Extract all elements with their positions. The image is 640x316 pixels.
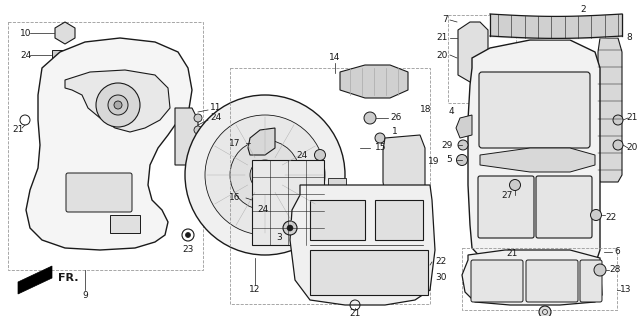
Text: 27: 27 bbox=[501, 191, 513, 199]
Text: 5: 5 bbox=[446, 155, 452, 165]
Circle shape bbox=[114, 101, 122, 109]
Text: 19: 19 bbox=[428, 157, 440, 167]
Circle shape bbox=[375, 133, 385, 143]
Bar bbox=[328, 178, 346, 188]
Bar bbox=[110, 215, 140, 233]
Circle shape bbox=[509, 179, 520, 191]
Circle shape bbox=[539, 306, 551, 316]
Polygon shape bbox=[26, 38, 192, 250]
Circle shape bbox=[287, 225, 293, 231]
FancyBboxPatch shape bbox=[478, 176, 534, 238]
Circle shape bbox=[185, 95, 345, 255]
Text: 8: 8 bbox=[626, 33, 632, 42]
Text: 12: 12 bbox=[250, 285, 260, 295]
Circle shape bbox=[314, 149, 326, 161]
Circle shape bbox=[205, 115, 325, 235]
Polygon shape bbox=[383, 135, 425, 195]
Text: 24: 24 bbox=[20, 51, 31, 59]
Circle shape bbox=[591, 210, 602, 221]
Bar bbox=[462, 248, 617, 310]
Polygon shape bbox=[598, 38, 622, 182]
Bar bbox=[328, 212, 346, 222]
FancyBboxPatch shape bbox=[66, 173, 132, 212]
Text: 14: 14 bbox=[330, 53, 340, 63]
Text: 11: 11 bbox=[210, 102, 221, 112]
Text: 13: 13 bbox=[620, 285, 632, 295]
Polygon shape bbox=[55, 22, 75, 44]
Circle shape bbox=[108, 95, 128, 115]
Text: 29: 29 bbox=[442, 141, 453, 149]
Text: 24: 24 bbox=[297, 150, 308, 160]
Text: 10: 10 bbox=[20, 28, 31, 38]
Circle shape bbox=[613, 115, 623, 125]
FancyBboxPatch shape bbox=[479, 72, 590, 148]
FancyBboxPatch shape bbox=[536, 176, 592, 238]
Circle shape bbox=[613, 140, 623, 150]
Text: 3: 3 bbox=[276, 234, 282, 242]
Text: 21: 21 bbox=[436, 33, 448, 42]
Text: 20: 20 bbox=[626, 143, 637, 153]
Circle shape bbox=[96, 83, 140, 127]
Text: 7: 7 bbox=[442, 15, 448, 25]
Text: 21: 21 bbox=[506, 248, 518, 258]
Text: 21: 21 bbox=[626, 113, 637, 123]
Bar bbox=[252, 160, 324, 245]
Circle shape bbox=[194, 126, 202, 134]
Polygon shape bbox=[65, 70, 170, 132]
FancyBboxPatch shape bbox=[471, 260, 523, 302]
Text: 2: 2 bbox=[580, 5, 586, 15]
Bar bbox=[448, 15, 516, 103]
Polygon shape bbox=[456, 115, 472, 138]
Circle shape bbox=[194, 114, 202, 122]
Polygon shape bbox=[480, 148, 595, 172]
Text: 15: 15 bbox=[375, 143, 387, 153]
Bar bbox=[310, 250, 428, 295]
Text: 17: 17 bbox=[228, 138, 240, 148]
Text: 30: 30 bbox=[435, 274, 447, 283]
Text: FR.: FR. bbox=[58, 273, 79, 283]
Text: 20: 20 bbox=[436, 51, 448, 59]
Text: 22: 22 bbox=[605, 214, 616, 222]
Bar bbox=[375, 200, 423, 240]
Text: 24: 24 bbox=[257, 205, 268, 215]
Text: 6: 6 bbox=[614, 247, 620, 257]
Circle shape bbox=[456, 155, 467, 166]
Text: 16: 16 bbox=[228, 193, 240, 203]
Text: 24: 24 bbox=[210, 113, 221, 123]
Polygon shape bbox=[468, 40, 600, 275]
Bar bbox=[8, 22, 203, 270]
Circle shape bbox=[186, 233, 191, 238]
Text: 21: 21 bbox=[12, 125, 24, 135]
Text: 1: 1 bbox=[392, 127, 397, 137]
Text: 9: 9 bbox=[82, 290, 88, 300]
Text: 23: 23 bbox=[182, 246, 194, 254]
Circle shape bbox=[194, 151, 202, 159]
Circle shape bbox=[458, 140, 468, 150]
Text: 28: 28 bbox=[609, 265, 620, 275]
Bar bbox=[52, 50, 64, 59]
Polygon shape bbox=[290, 185, 435, 305]
Text: 26: 26 bbox=[390, 113, 401, 123]
Polygon shape bbox=[248, 128, 275, 155]
Text: 4: 4 bbox=[449, 107, 454, 117]
Circle shape bbox=[194, 138, 202, 146]
Text: 21: 21 bbox=[349, 308, 361, 316]
Polygon shape bbox=[462, 250, 602, 305]
Bar bbox=[230, 68, 430, 304]
Circle shape bbox=[230, 140, 300, 210]
Polygon shape bbox=[175, 108, 198, 165]
FancyBboxPatch shape bbox=[526, 260, 578, 302]
Text: 22: 22 bbox=[435, 258, 446, 266]
Polygon shape bbox=[340, 65, 408, 98]
Circle shape bbox=[283, 221, 297, 235]
FancyBboxPatch shape bbox=[580, 260, 602, 302]
Bar bbox=[328, 195, 346, 205]
Bar bbox=[310, 200, 365, 240]
Circle shape bbox=[364, 112, 376, 124]
Circle shape bbox=[594, 264, 606, 276]
Polygon shape bbox=[458, 22, 488, 82]
Circle shape bbox=[250, 160, 280, 190]
Polygon shape bbox=[18, 266, 52, 294]
Text: 18: 18 bbox=[420, 106, 431, 114]
